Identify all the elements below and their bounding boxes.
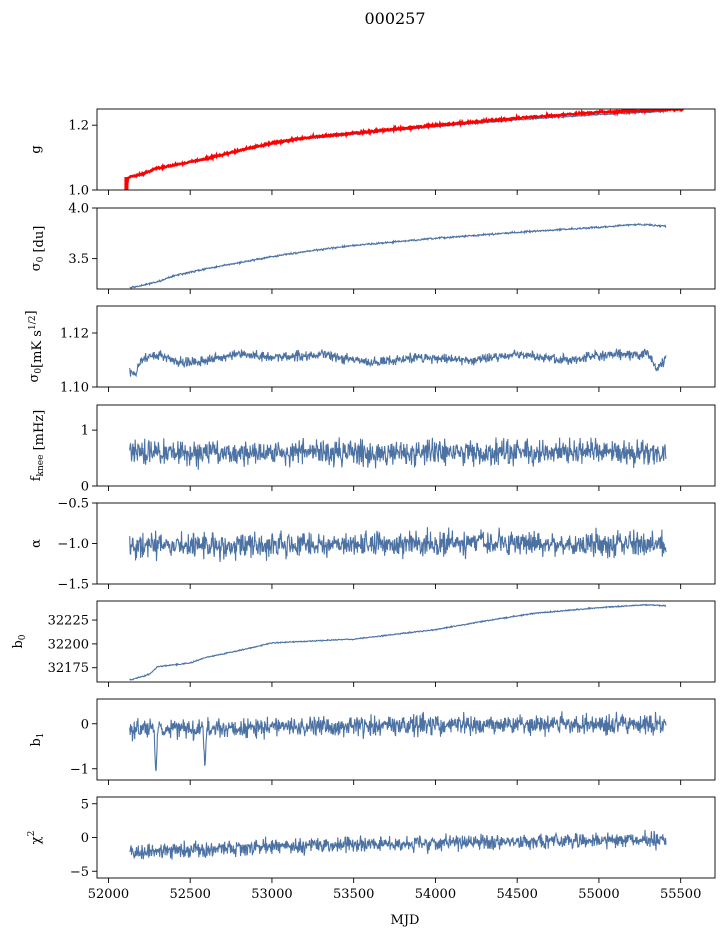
y-axis-label: b0 [11,634,28,648]
y-tick-label: −5 [70,865,89,880]
y-tick-label: 4.0 [68,202,89,217]
x-axis-label: MJD [391,913,420,928]
y-tick-label: 1.12 [60,327,89,342]
y-tick-label: 3.5 [68,252,89,267]
y-axis-label: χ2 [27,831,44,845]
axes-frame [96,305,716,388]
y-tick-label: 0 [81,717,89,732]
y-tick-label: −1.5 [57,578,89,593]
figure-title: 000257 [364,9,425,28]
y-axis-label: α [29,539,44,548]
y-tick-label: −1.0 [57,537,89,552]
y-tick-label: 1 [81,424,89,439]
axes-frame [96,404,716,487]
series-line-8-1 [129,829,667,860]
y-axis-label: fknee [mHz] [29,410,47,482]
series-line-5-1 [129,527,667,562]
panel-2: 3.5 4.0 σ0 [du] [29,202,716,294]
x-tick-label: 52000 [88,887,129,902]
y-tick-label: −1 [70,762,89,777]
y-tick-label: 1.10 [60,381,89,396]
x-tick-label: 53500 [333,887,374,902]
reference-spike [124,177,129,190]
series-line-3-1 [129,347,667,378]
y-axis-label: σ0[mK s1/2] [24,310,45,382]
x-tick-label: 54500 [496,887,537,902]
y-tick-label: 32200 [48,637,89,652]
series-line-7-1 [129,711,667,772]
axes-frame [96,108,716,191]
x-tick-label: 55500 [660,887,701,902]
panel-7: −1 0 b1 [29,698,716,785]
y-tick-label: 1.2 [68,119,89,134]
panel-3: 1.10 1.12 σ0[mK s1/2] [24,305,716,396]
panel-6: 32175 32200 32225 b0 [11,600,716,687]
y-tick-label: 1.0 [68,184,89,199]
series-line-2-1 [129,222,667,289]
series-line-1-2 [125,109,685,190]
axes-frame [96,698,716,781]
series-line-4-1 [129,437,667,470]
axes-frame [96,600,716,683]
axes-frame [96,207,716,290]
panel-4: 0 1 fknee [mHz] [29,404,716,495]
x-tick-label: 52500 [170,887,211,902]
y-tick-label: 32175 [48,661,89,676]
y-tick-label: 5 [81,797,89,812]
y-tick-label: 32225 [48,614,89,629]
y-tick-label: 0 [81,831,89,846]
x-tick-label: 53000 [251,887,292,902]
panel-5: −1.5 −1.0 −0.5 α [29,497,716,593]
series-line-1-1 [125,109,667,181]
x-tick-label: 55000 [578,887,619,902]
y-axis-label: σ0 [du] [29,226,47,272]
x-tick-label: 54000 [415,887,456,902]
y-tick-label: 0 [81,480,89,495]
y-tick-label: −0.5 [57,497,89,512]
panels: 1.0 1.2 g 3.5 4.0 σ0 [du] 1.10 1.12 σ0[mK s1/2] 0… [11,108,716,902]
panel-1: 1.0 1.2 g [29,108,716,199]
y-axis-label: b1 [29,732,46,746]
panel-8: −5 0 5 52000 52500 53000 53500 54000 54500 55000 5… [27,796,716,902]
y-axis-label: g [29,145,44,153]
series-line-6-1 [129,603,667,681]
